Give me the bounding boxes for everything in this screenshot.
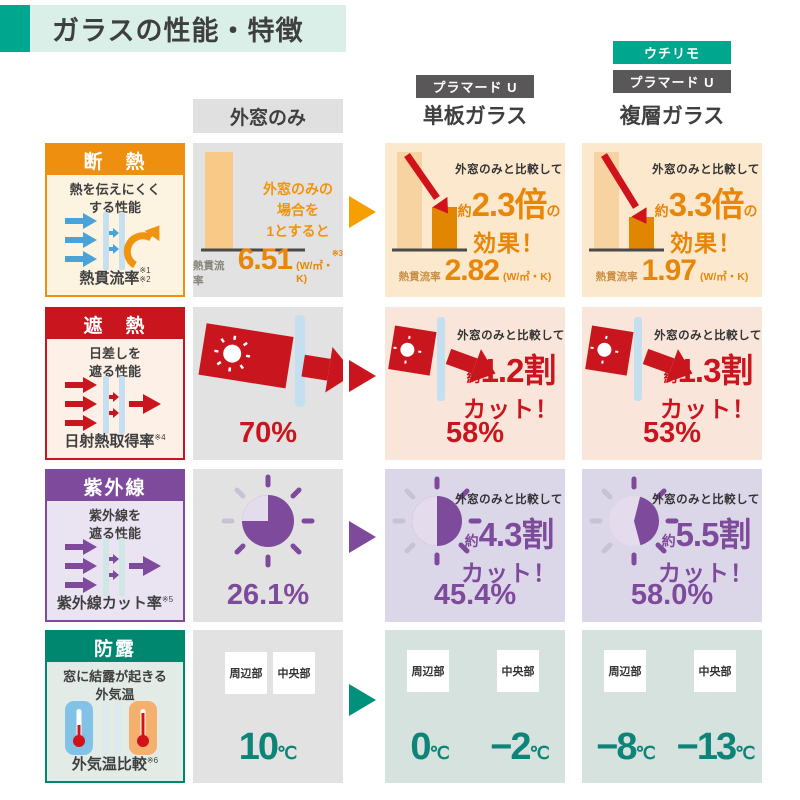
- cell-shading-double-glass: 外窓のみと比較して 約1.3割 カット！ 53%: [582, 307, 762, 460]
- cell-uv-double-glass: 外窓のみと比較して 約5.5割 カット！ 58.0%: [582, 469, 762, 622]
- cell-shading-outer-window: 70%: [193, 307, 343, 460]
- cell-insulation-outer-window: 外窓のみの 場合を 1とすると 熱貫流率 6.51 ※3 (W/㎡・K): [193, 143, 343, 297]
- page-title: ガラスの性能・特徴: [30, 5, 346, 52]
- center-label: 中央部: [497, 650, 539, 692]
- comparison-text: 外窓のみと比較して 約4.3割 カット！: [455, 494, 563, 586]
- outdoor-temp-value: 10℃: [238, 726, 298, 768]
- cell-insulation-single-glass: 外窓のみと比較して 約2.3倍の 効果！ 熱貫流率 2.82 (W/㎡・K): [385, 143, 565, 297]
- comparison-text: 外窓のみと比較して 約3.3倍の 効果！: [652, 164, 760, 256]
- comparison-text: 外窓のみと比較して 約5.5割 カット！: [652, 494, 760, 586]
- edge-temp-value: −8℃: [596, 726, 656, 768]
- edge-temp-value: 0℃: [410, 726, 450, 768]
- row-label-uv: 紫外線 紫外線を 遮る性能 紫外線カット率※5: [45, 469, 185, 622]
- comparison-text: 外窓のみと比較して 約1.2割 カット！: [457, 330, 565, 422]
- row-label-shading-title: 遮 熱: [47, 309, 183, 339]
- solar-gain-value: 53%: [642, 417, 702, 449]
- row-label-insulation-desc: 熱を伝えにくく する性能: [69, 182, 161, 215]
- solar-gain-value: 70%: [238, 417, 298, 449]
- cell-condensation-single-glass: 周辺部 中央部 0℃ −2℃: [385, 630, 565, 783]
- row-label-insulation: 断 熱 熱を伝えにくく する性能 熱貫流率※1 ※2: [45, 143, 185, 297]
- bar-comparison-graphic: [589, 152, 664, 252]
- sun-arrow-graphic: [585, 317, 693, 401]
- single-bar-chart-graphic: [201, 152, 305, 252]
- thermometers-icon: [65, 701, 157, 755]
- brand-badge-plamard-u-single: プラマード U: [416, 75, 534, 98]
- cell-uv-single-glass: 外窓のみと比較して 約4.3割 カット！ 45.4%: [385, 469, 565, 622]
- cell-condensation-double-glass: 周辺部 中央部 −8℃ −13℃: [582, 630, 762, 783]
- insulation-arrows-icon: [65, 212, 160, 270]
- cell-uv-outer-window: 26.1%: [193, 469, 343, 622]
- sun-pie-graphic: [221, 474, 315, 568]
- column-header-single-glass: 単板ガラス: [422, 105, 528, 128]
- heat-transmittance-value: 熱貫流率 6.51 ※3 (W/㎡・K): [193, 243, 343, 287]
- arrow-right-icon: [349, 521, 376, 553]
- sun-pie-graphic: [392, 476, 482, 566]
- center-temp-value: −2℃: [490, 726, 550, 768]
- row-label-uv-desc: 紫外線を 遮る性能: [88, 508, 141, 541]
- edge-label: 周辺部: [407, 650, 449, 692]
- uv-cut-value: 45.4%: [433, 579, 517, 611]
- comparison-text: 外窓のみと比較して 約2.3倍の 効果！: [455, 164, 563, 256]
- row-label-condensation: 防露 窓に結露が起きる 外気温 外気温比較※6: [45, 630, 185, 783]
- row-label-shading-desc: 日差しを 遮る性能: [88, 346, 141, 379]
- row-label-condensation-metric: 外気温比較※6: [71, 756, 159, 773]
- center-label: 中央部: [273, 652, 315, 694]
- heat-transmittance-value: 熱貫流率 1.97 (W/㎡・K): [595, 254, 749, 287]
- sun-arrow-graphic: [198, 315, 343, 407]
- brand-badge-plamard-u-double: プラマード U: [613, 70, 731, 93]
- row-label-insulation-metric: 熱貫流率※1 ※2: [79, 266, 151, 287]
- sun-arrow-graphic: [388, 317, 496, 401]
- cell-condensation-outer-window: 周辺部 中央部 10℃: [193, 630, 343, 783]
- column-header-double-glass: 複層ガラス: [619, 105, 725, 128]
- cell-insulation-double-glass: 外窓のみと比較して 約3.3倍の 効果！ 熱貫流率 1.97 (W/㎡・K): [582, 143, 762, 297]
- shading-arrows-icon: [65, 376, 161, 434]
- cell-shading-single-glass: 外窓のみと比較して 約1.2割 カット！ 58%: [385, 307, 565, 460]
- uv-arrows-icon: [65, 538, 161, 596]
- row-label-insulation-title: 断 熱: [47, 145, 183, 175]
- solar-gain-value: 58%: [445, 417, 505, 449]
- edge-label: 周辺部: [225, 652, 267, 694]
- comparison-text: 外窓のみと比較して 約1.3割 カット！: [654, 330, 762, 422]
- edge-label: 周辺部: [604, 650, 646, 692]
- row-label-condensation-desc: 窓に結露が起きる 外気温: [63, 669, 167, 702]
- brand-badge-uchirimo: ウチリモ: [613, 41, 731, 64]
- arrow-right-icon: [349, 684, 376, 716]
- row-label-shading-metric: 日射熱取得率※4: [64, 433, 166, 450]
- sun-pie-graphic: [589, 476, 679, 566]
- uv-cut-value: 58.0%: [630, 579, 714, 611]
- title-accent-block: [0, 5, 30, 52]
- bar-comparison-graphic: [392, 152, 467, 252]
- heat-transmittance-value: 熱貫流率 2.82 (W/㎡・K): [398, 254, 552, 287]
- arrow-right-icon: [349, 360, 376, 392]
- center-label: 中央部: [694, 650, 736, 692]
- row-label-shading: 遮 熱 日差しを 遮る性能 日射熱取得率※4: [45, 307, 185, 460]
- row-label-uv-metric: 紫外線カット率※5: [56, 595, 174, 612]
- row-label-uv-title: 紫外線: [47, 471, 183, 501]
- column-header-outer-window: 外窓のみ: [193, 99, 343, 133]
- baseline-annotation: 外窓のみの 場合を 1とすると: [263, 181, 333, 239]
- center-temp-value: −13℃: [676, 726, 756, 768]
- arrow-right-icon: [349, 196, 376, 228]
- uv-cut-value: 26.1%: [226, 579, 310, 611]
- row-label-condensation-title: 防露: [47, 632, 183, 662]
